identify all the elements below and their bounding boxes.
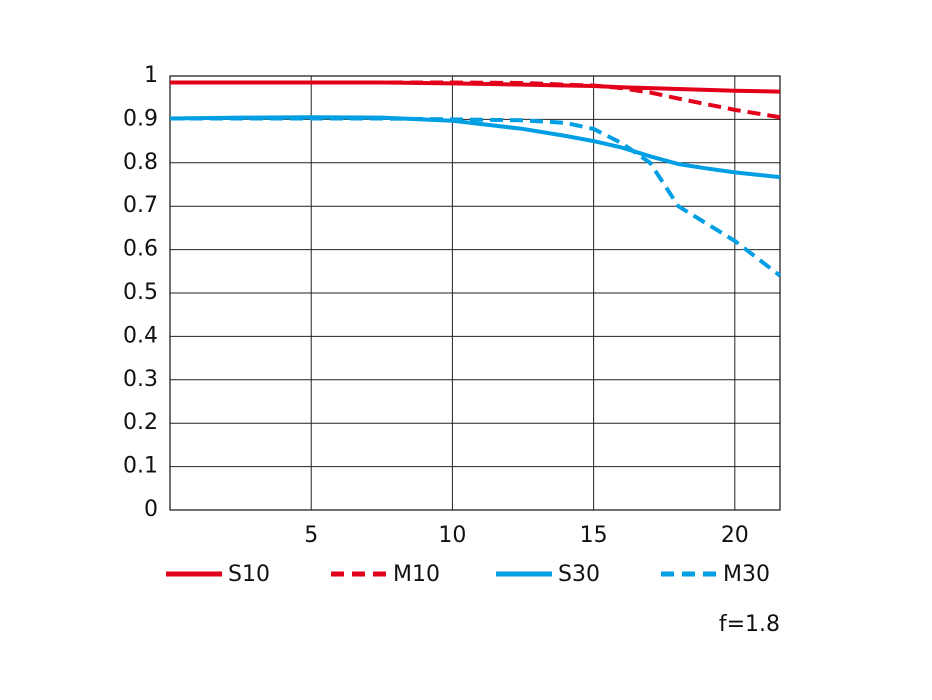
y-tick-label: 1: [144, 63, 158, 88]
plot-frame: [169, 75, 781, 511]
series-line: [170, 80, 781, 120]
y-tick-label: 0.3: [123, 367, 158, 392]
x-tick-label: 10: [438, 523, 466, 548]
legend-label: M30: [723, 562, 770, 587]
note: f=1.8: [719, 612, 780, 637]
legend-label: S10: [228, 562, 270, 587]
x-tick-label: 5: [304, 523, 318, 548]
y-tick-label: 0.9: [123, 106, 158, 131]
legend-label: M10: [393, 562, 440, 587]
y-tick-label: 0.2: [123, 410, 158, 435]
y-tick-label: 0: [144, 497, 158, 522]
series-line: [169, 115, 781, 180]
y-tick-label: 0.8: [123, 150, 158, 175]
legend-label: S30: [558, 562, 600, 587]
y-tick-label: 0.7: [123, 193, 158, 218]
y-tick-label: 0.6: [123, 237, 158, 262]
y-tick-label: 0.5: [123, 280, 158, 305]
x-tick-label: 15: [580, 523, 608, 548]
series-line: [170, 116, 782, 278]
y-tick-label: 0.4: [123, 323, 158, 348]
x-tick-label: 20: [721, 523, 749, 548]
y-tick-label: 0.1: [123, 454, 158, 479]
